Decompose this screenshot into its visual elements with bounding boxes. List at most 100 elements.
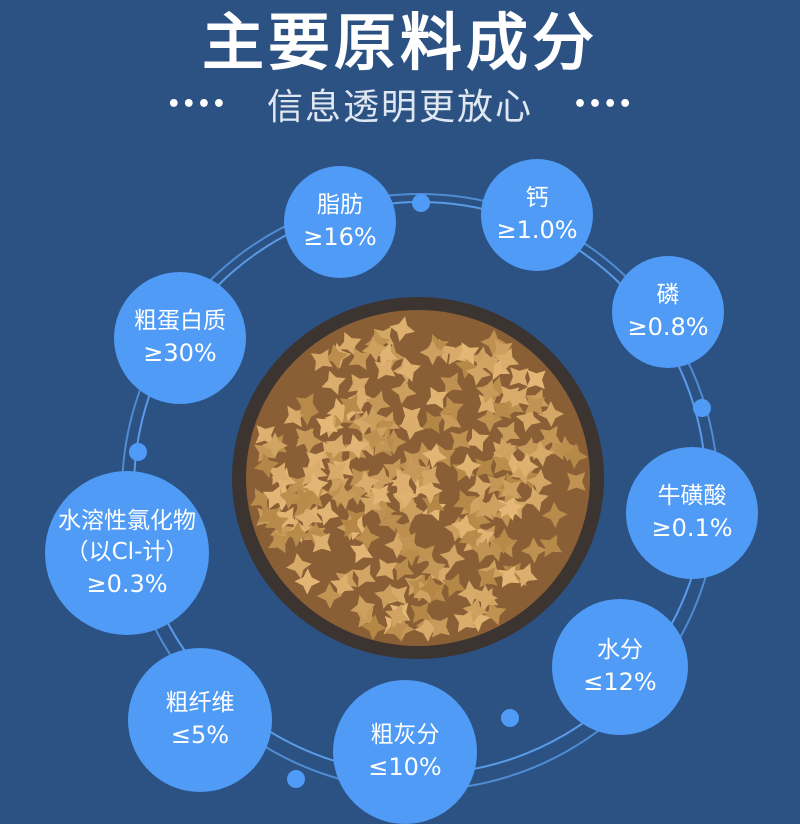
kibble-piece [398, 540, 425, 567]
kibble-piece [439, 396, 464, 421]
kibble-piece [490, 528, 517, 555]
kibble-piece [539, 534, 563, 558]
ingredient-bubble: 水分 ≤12% [552, 599, 688, 735]
kibble-piece [390, 557, 415, 581]
kibble-piece [421, 411, 445, 434]
kibble-piece [470, 538, 496, 563]
subtitle-row: •••• 信息透明更放心 •••• [0, 78, 800, 130]
page-title: 主要原料成分 [201, 6, 598, 79]
kibble-piece [331, 484, 357, 510]
kibble-piece [425, 387, 448, 410]
kibble-piece [360, 405, 387, 432]
kibble-piece [374, 583, 400, 609]
kibble-piece [429, 617, 451, 638]
ingredient-name: 粗纤维 [165, 690, 235, 717]
kibble-piece [283, 405, 306, 428]
kibble-piece [310, 349, 333, 372]
kibble-piece [553, 435, 580, 462]
kibble-piece [303, 472, 329, 498]
kibble-piece [419, 339, 446, 366]
kibble-piece [562, 443, 588, 469]
kibble-piece [421, 443, 448, 469]
kibble-piece [481, 601, 507, 626]
kibble-piece [476, 406, 503, 433]
kibble-piece [400, 457, 427, 484]
kibble-piece [296, 427, 323, 454]
kibble-piece [541, 501, 568, 528]
kibble-piece [457, 580, 484, 607]
right-dots-decoration: •••• [573, 91, 634, 117]
ingredient-value: ≤12% [583, 668, 657, 697]
kibble-piece [398, 414, 425, 441]
kibble-piece [475, 499, 497, 521]
kibble-piece [509, 367, 529, 387]
kibble-piece [398, 498, 425, 524]
kibble-piece [383, 458, 407, 482]
kibble-piece [378, 508, 403, 533]
ingredient-value: ≥30% [143, 339, 217, 368]
kibble-piece [465, 428, 490, 453]
kibble-piece [523, 486, 549, 512]
ingredient-name: 脂肪 [317, 192, 363, 219]
kibble-piece [476, 379, 501, 404]
kibble-piece [302, 522, 329, 548]
ingredient-note: （以Cl-计） [65, 538, 189, 565]
kibble-piece [375, 558, 398, 581]
orbit-dot [287, 770, 305, 788]
left-dots-decoration: •••• [166, 91, 227, 117]
kibble-piece [303, 459, 328, 485]
kibble-piece [483, 376, 509, 402]
kibble-piece [471, 525, 495, 549]
kibble-piece [482, 536, 508, 562]
kibble-piece [330, 573, 355, 598]
kibble-piece [343, 433, 369, 460]
kibble-piece [526, 468, 553, 495]
kibble-piece [370, 484, 391, 506]
kibble-piece [337, 332, 362, 356]
kibble-piece [451, 514, 477, 540]
kibble-piece [486, 356, 511, 381]
orbit-dot [501, 709, 519, 727]
kibble-piece [365, 390, 391, 416]
ingredient-value: ≤5% [170, 721, 230, 750]
kibble-piece [453, 489, 477, 514]
ingredient-name: 磷 [656, 282, 680, 309]
kibble-piece [462, 597, 489, 624]
kibble-piece [492, 437, 518, 462]
kibble-piece [391, 378, 417, 405]
kibble-piece [288, 475, 309, 495]
ingredient-bubble: 粗蛋白质 ≥30% [114, 272, 246, 404]
kibble-piece [351, 410, 378, 436]
kibble-piece [340, 515, 363, 538]
kibble-piece [276, 483, 303, 510]
kibble-piece [294, 505, 320, 532]
orbit-dot [693, 399, 711, 417]
ingredient-value: ≥1.0% [496, 216, 578, 245]
ingredient-name: 水分 [597, 637, 643, 664]
kibble-piece [291, 486, 315, 510]
ingredient-name: 粗蛋白质 [134, 308, 226, 335]
kibble-piece [325, 434, 350, 459]
ingredient-bubble: 水溶性氯化物 （以Cl-计） ≥0.3% [45, 471, 209, 635]
kibble-piece [257, 504, 280, 527]
ingredient-value: ≥16% [303, 223, 377, 252]
kibble-piece [321, 370, 346, 395]
orbit-dot [129, 443, 147, 461]
kibble-piece [361, 614, 387, 640]
kibble-piece [293, 399, 320, 426]
kibble-piece [515, 406, 541, 432]
ingredient-name: 牛磺酸 [657, 483, 727, 510]
kibble-piece [353, 470, 380, 496]
kibble-piece [424, 334, 449, 359]
kibble-piece [343, 479, 370, 506]
ingredient-bubble: 钙 ≥1.0% [481, 159, 593, 271]
kibble-piece [468, 346, 495, 372]
kibble-piece [372, 415, 396, 439]
kibble-piece [262, 485, 287, 510]
kibble-piece [267, 462, 290, 485]
ingredient-name: 粗灰分 [370, 722, 440, 749]
kibble-piece [521, 537, 547, 564]
kibble-piece [295, 393, 318, 416]
kibble-piece [418, 465, 441, 488]
ingredient-name: 水溶性氯化物 [58, 507, 196, 534]
